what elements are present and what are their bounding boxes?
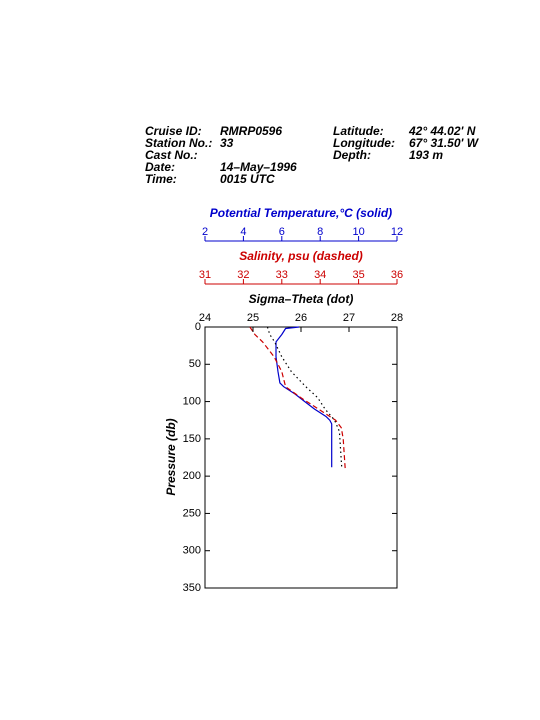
y-tick-label: 0 [195,321,201,333]
x-tick-label: 32 [237,269,249,281]
x-tick-label: 33 [276,269,288,281]
profile-line [266,326,343,469]
header-label: Cast No.: [145,148,198,162]
x-tick-label: 31 [199,269,211,281]
profile-line [275,326,333,468]
header-value: 33 [220,136,234,150]
x-tick-label: 26 [295,312,307,324]
x-tick-label: 8 [317,226,323,238]
y-tick-label: 200 [183,470,201,482]
header-label: Date: [145,160,175,174]
header-label: Longitude: [333,136,395,150]
x-tick-label: 27 [343,312,355,324]
header-label: Time: [145,172,177,186]
header-label: Latitude: [333,124,384,138]
x-tick-label: 25 [247,312,259,324]
x-tick-label: 36 [391,269,403,281]
x-tick-label: 28 [391,312,403,324]
y-tick-label: 350 [183,582,201,594]
axis-title: Potential Temperature,°C (solid) [210,206,392,220]
axis-title: Salinity, psu (dashed) [239,249,363,263]
x-tick-label: 12 [391,226,403,238]
header-value: 0015 UTC [220,172,275,186]
header-label: Cruise ID: [145,124,202,138]
plot-frame [204,326,398,589]
x-tick-label: 2 [202,226,208,238]
x-tick-label: 6 [279,226,285,238]
header-label: Depth: [333,148,371,162]
header-label: Station No.: [145,136,212,150]
x-tick-label: 35 [352,269,364,281]
header-value: RMRP0596 [220,124,282,138]
y-tick-label: 300 [183,545,201,557]
y-axis-label: Pressure (db) [164,418,178,495]
x-tick-label: 34 [314,269,326,281]
axis-title: Sigma–Theta (dot) [249,292,354,306]
y-tick-label: 150 [183,433,201,445]
header-value: 14–May–1996 [220,160,297,174]
x-tick-label: 24 [199,312,211,324]
y-tick-label: 100 [183,395,201,407]
y-tick-label: 250 [183,507,201,519]
header-value: 42° 44.02' N [408,124,476,138]
profile-line [249,326,346,469]
header-value: 193 m [409,148,443,162]
x-tick-label: 4 [240,226,246,238]
x-tick-label: 10 [352,226,364,238]
header-value: 67° 31.50' W [409,136,480,150]
y-tick-label: 50 [189,358,201,370]
